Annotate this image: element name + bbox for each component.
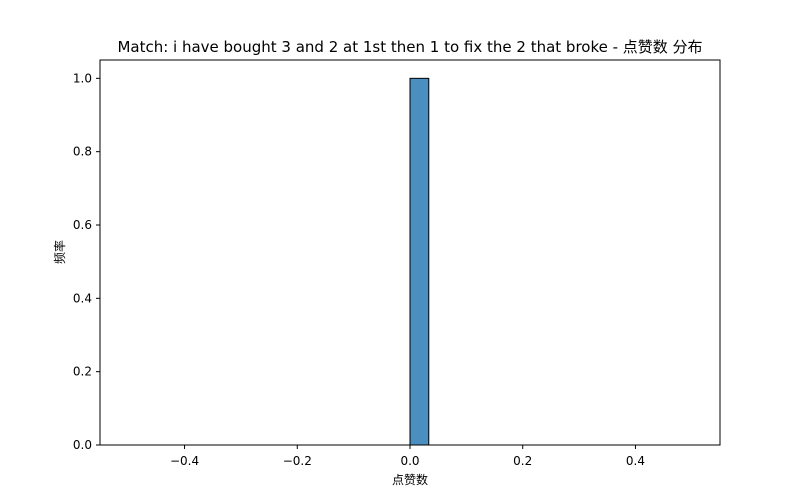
y-axis-label: 频率 [52,240,67,264]
y-tick-label: 1.0 [73,71,92,85]
bars-layer [409,77,430,446]
x-axis: −0.4 −0.2 0.0 0.2 0.4 [170,445,645,468]
y-tick-label: 0.8 [73,145,92,159]
x-tick-label: 0.2 [513,454,532,468]
y-axis: 0.0 0.2 0.4 0.6 0.8 1.0 [73,71,100,452]
y-tick-label: 0.6 [73,218,92,232]
y-tick-label: 0.2 [73,365,92,379]
y-tick-label: 0.0 [73,438,92,452]
chart-title: Match: i have bought 3 and 2 at 1st then… [117,38,702,56]
x-tick-label: 0.0 [400,454,419,468]
x-tick-label: −0.4 [170,454,199,468]
histogram-bar-15 [409,77,430,446]
y-tick-label: 0.4 [73,291,92,305]
x-tick-label: 0.4 [626,454,645,468]
x-tick-label: −0.2 [283,454,312,468]
x-axis-label: 点赞数 [392,472,428,487]
